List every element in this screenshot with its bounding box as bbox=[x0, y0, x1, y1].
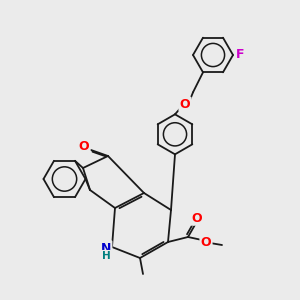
Text: F: F bbox=[236, 49, 244, 62]
Text: N: N bbox=[101, 242, 111, 254]
Text: O: O bbox=[192, 212, 202, 224]
Text: H: H bbox=[102, 251, 110, 261]
Text: O: O bbox=[79, 140, 89, 154]
Text: O: O bbox=[180, 98, 190, 111]
Text: O: O bbox=[201, 236, 211, 248]
